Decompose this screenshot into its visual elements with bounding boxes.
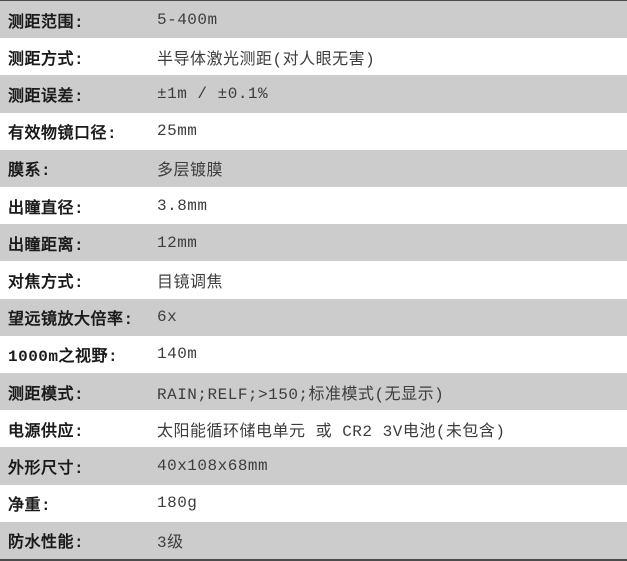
spec-row: 防水性能: 3级 <box>0 521 627 560</box>
spec-row: 出瞳距离: 12mm <box>0 224 627 262</box>
spec-value: 6x <box>157 308 178 327</box>
spec-row: 望远镜放大倍率: 6x <box>0 298 627 336</box>
spec-row: 电源供应: 太阳能循环储电单元 或 CR2 3V电池(未包含) <box>0 410 627 448</box>
spec-row: 测距范围: 5-400m <box>0 1 627 39</box>
spec-value: 140m <box>157 345 198 364</box>
spec-label: 测距误差: <box>8 88 85 106</box>
spec-value: ±1m / ±0.1% <box>157 85 269 103</box>
spec-label: 测距范围: <box>8 13 85 32</box>
spec-label: 有效物镜口径: <box>8 125 118 144</box>
spec-row: 有效物镜口径: 25mm <box>0 112 627 150</box>
spec-label: 净重: <box>8 497 52 516</box>
spec-value: 3级 <box>157 534 184 553</box>
spec-value: 25mm <box>157 122 198 141</box>
spec-label: 防水性能: <box>8 534 85 553</box>
spec-label: 外形尺寸: <box>8 460 85 479</box>
spec-row: 对焦方式: 目镜调焦 <box>0 261 627 299</box>
spec-label: 测距模式: <box>8 385 85 404</box>
spec-value: RAIN;RELF;>150;标准模式(无显示) <box>157 385 445 404</box>
spec-label: 测距方式: <box>8 50 85 69</box>
spec-label: 出瞳距离: <box>8 236 85 255</box>
spec-row: 膜系: 多层镀膜 <box>0 149 627 188</box>
spec-row: 测距模式: RAIN;RELF;>150;标准模式(无显示) <box>0 373 627 411</box>
spec-value: 40x108x68mm <box>157 457 269 476</box>
spec-label: 望远镜放大倍率: <box>8 311 134 330</box>
spec-value: 12mm <box>157 233 198 252</box>
spec-value: 180g <box>157 494 198 513</box>
spec-label: 对焦方式: <box>8 274 85 293</box>
spec-label: 1000m之视野: <box>8 348 119 367</box>
spec-value: 太阳能循环储电单元 或 CR2 3V电池(未包含) <box>157 422 506 441</box>
spec-row: 测距误差: ±1m / ±0.1% <box>0 75 627 113</box>
spec-row: 测距方式: 半导体激光测距(对人眼无害) <box>0 38 627 76</box>
spec-row: 外形尺寸: 40x108x68mm <box>0 447 627 485</box>
spec-label: 电源供应: <box>8 422 85 441</box>
spec-value: 目镜调焦 <box>157 274 224 293</box>
spec-label: 出瞳直径: <box>8 199 85 218</box>
spec-row: 净重: 180g <box>0 484 627 522</box>
spec-value: 半导体激光测距(对人眼无害) <box>157 50 376 69</box>
spec-value: 5-400m <box>157 10 218 29</box>
spec-row: 1000m之视野: 140m <box>0 335 627 374</box>
spec-row: 出瞳直径: 3.8mm <box>0 187 627 225</box>
spec-value: 多层镀膜 <box>157 162 224 181</box>
spec-value: 3.8mm <box>157 196 208 215</box>
spec-label: 膜系: <box>8 162 52 181</box>
